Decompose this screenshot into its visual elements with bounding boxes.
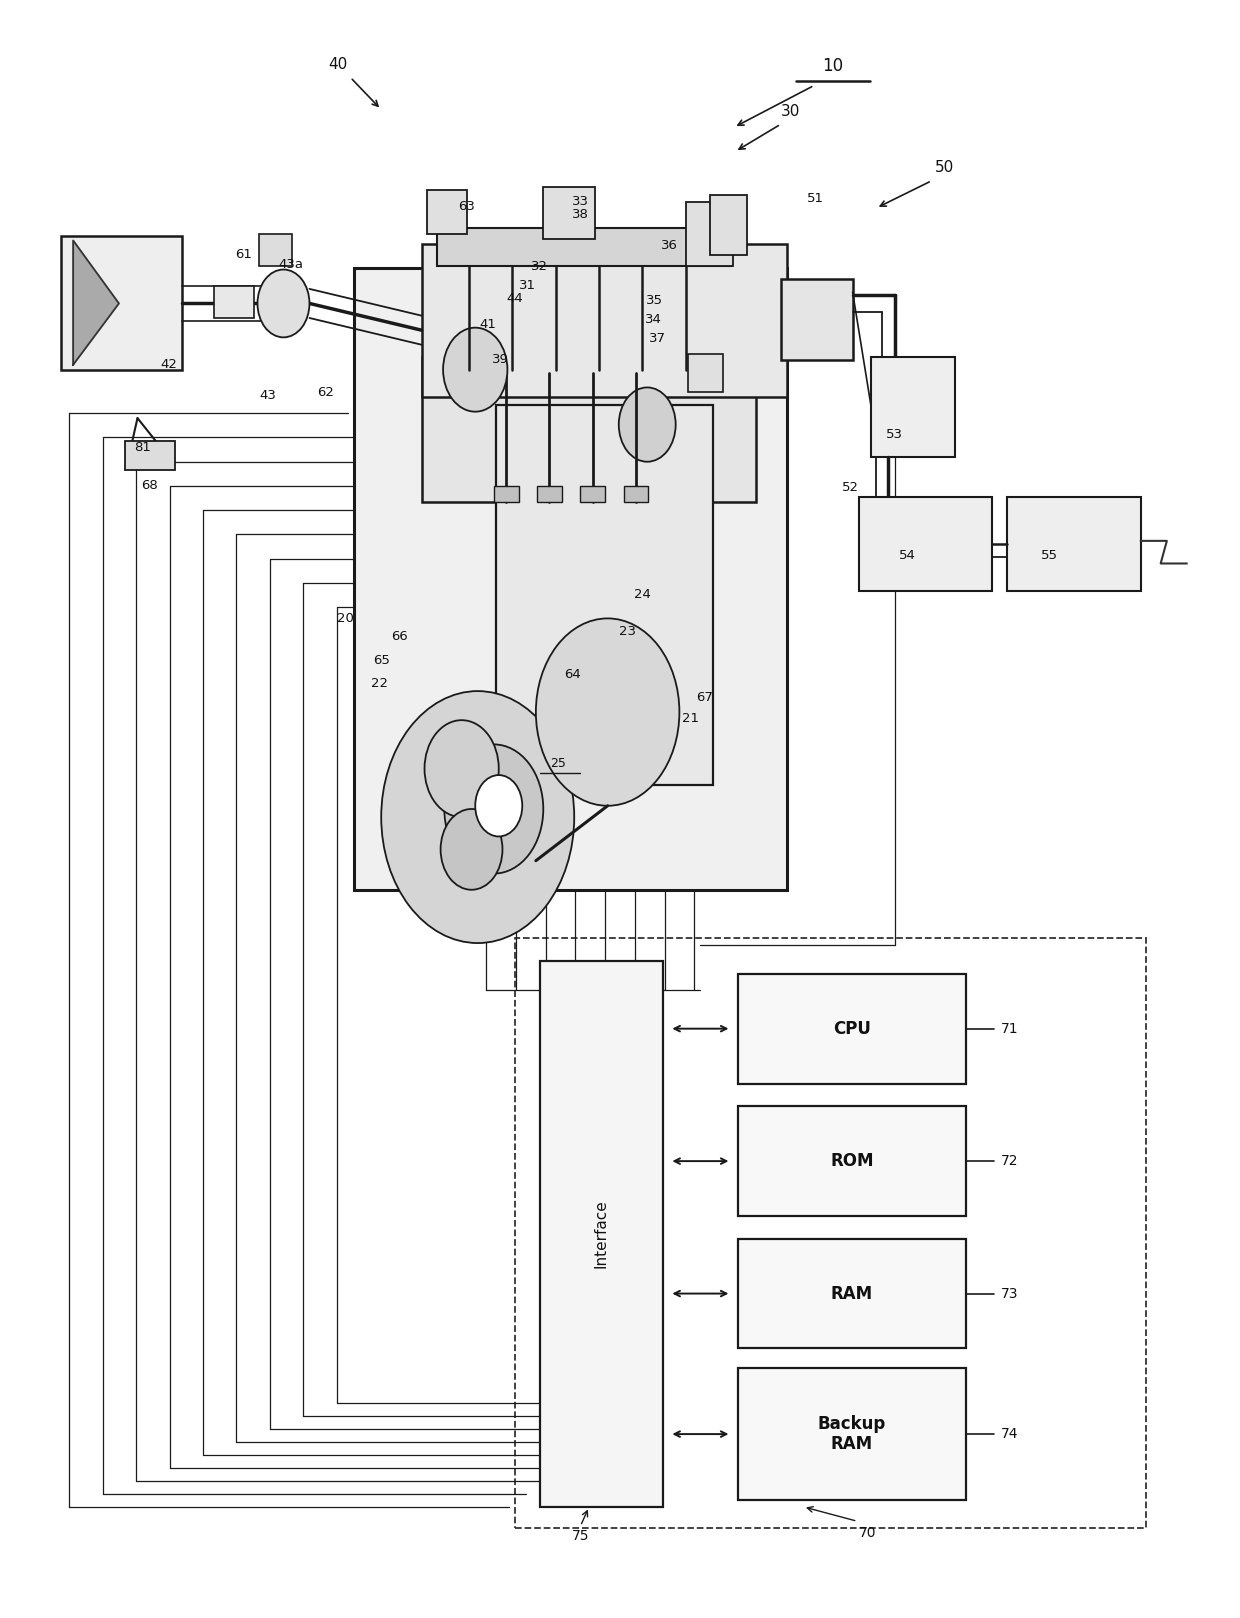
Text: 81: 81 [134, 440, 151, 453]
Circle shape [619, 387, 676, 461]
Text: 42: 42 [160, 358, 177, 371]
Circle shape [424, 720, 498, 817]
Text: 52: 52 [842, 481, 858, 493]
Text: 74: 74 [1001, 1427, 1018, 1442]
Circle shape [443, 328, 507, 411]
Circle shape [258, 270, 310, 338]
Text: 20: 20 [337, 612, 353, 625]
Text: Backup
RAM: Backup RAM [818, 1414, 887, 1453]
Bar [688, 353, 723, 392]
Text: 30: 30 [781, 104, 801, 118]
Bar [711, 196, 748, 256]
Bar [427, 191, 466, 235]
Bar [1007, 497, 1141, 591]
Bar [686, 202, 733, 267]
Bar [422, 244, 787, 396]
Text: 75: 75 [572, 1529, 589, 1544]
Text: 44: 44 [506, 293, 523, 306]
Text: 41: 41 [479, 317, 496, 332]
Bar [259, 235, 293, 267]
Text: 67: 67 [696, 691, 713, 704]
Bar [872, 356, 955, 456]
Text: 65: 65 [373, 654, 389, 667]
Text: RAM: RAM [831, 1285, 873, 1302]
Bar [738, 1367, 966, 1500]
Text: 32: 32 [531, 260, 548, 273]
Text: 63: 63 [458, 201, 475, 214]
Bar [496, 404, 713, 785]
Text: 71: 71 [1001, 1021, 1019, 1036]
Text: Interface: Interface [594, 1199, 609, 1269]
Bar [539, 961, 663, 1506]
Text: 62: 62 [317, 385, 334, 398]
Text: 24: 24 [634, 587, 651, 600]
Text: 40: 40 [329, 57, 347, 71]
Text: 38: 38 [572, 209, 589, 222]
Polygon shape [73, 241, 119, 364]
Text: 53: 53 [887, 427, 903, 440]
Circle shape [440, 809, 502, 890]
Text: 50: 50 [935, 160, 954, 175]
Text: 54: 54 [899, 549, 915, 561]
Bar [515, 938, 1146, 1527]
Bar [353, 269, 787, 890]
Text: CPU: CPU [833, 1019, 870, 1037]
Text: 55: 55 [1040, 549, 1058, 561]
Circle shape [536, 618, 680, 806]
Bar [738, 1239, 966, 1348]
Text: 51: 51 [807, 193, 825, 205]
Text: 68: 68 [141, 479, 159, 492]
Text: 22: 22 [372, 676, 388, 689]
Bar [537, 485, 562, 502]
Text: 43: 43 [259, 388, 275, 401]
Text: 31: 31 [518, 280, 536, 293]
Bar [624, 485, 649, 502]
Text: 21: 21 [682, 712, 699, 725]
Circle shape [475, 775, 522, 837]
Text: 25: 25 [551, 757, 567, 770]
Text: 61: 61 [236, 249, 252, 262]
Text: 70: 70 [858, 1526, 877, 1540]
Bar [422, 356, 756, 502]
Text: 23: 23 [619, 625, 636, 637]
Bar [215, 286, 254, 319]
Bar [543, 188, 595, 239]
Text: 37: 37 [649, 332, 666, 346]
Text: 43a: 43a [279, 259, 304, 272]
Bar [738, 974, 966, 1084]
Text: 72: 72 [1001, 1154, 1018, 1168]
Text: 66: 66 [392, 629, 408, 642]
Bar [738, 1107, 966, 1217]
Bar [61, 236, 182, 369]
Bar [580, 485, 605, 502]
Text: 64: 64 [564, 668, 582, 681]
Text: ROM: ROM [831, 1152, 874, 1170]
Bar [436, 228, 732, 267]
Text: 39: 39 [491, 353, 508, 366]
Text: 73: 73 [1001, 1286, 1018, 1301]
Text: 33: 33 [572, 196, 589, 209]
Text: 36: 36 [661, 239, 678, 252]
Bar [494, 485, 518, 502]
Text: 10: 10 [822, 57, 843, 74]
Circle shape [444, 744, 543, 874]
Circle shape [381, 691, 574, 943]
Text: 34: 34 [645, 314, 662, 327]
Text: 35: 35 [646, 294, 663, 307]
Bar [125, 440, 175, 469]
Bar [859, 497, 992, 591]
Bar [781, 280, 853, 359]
